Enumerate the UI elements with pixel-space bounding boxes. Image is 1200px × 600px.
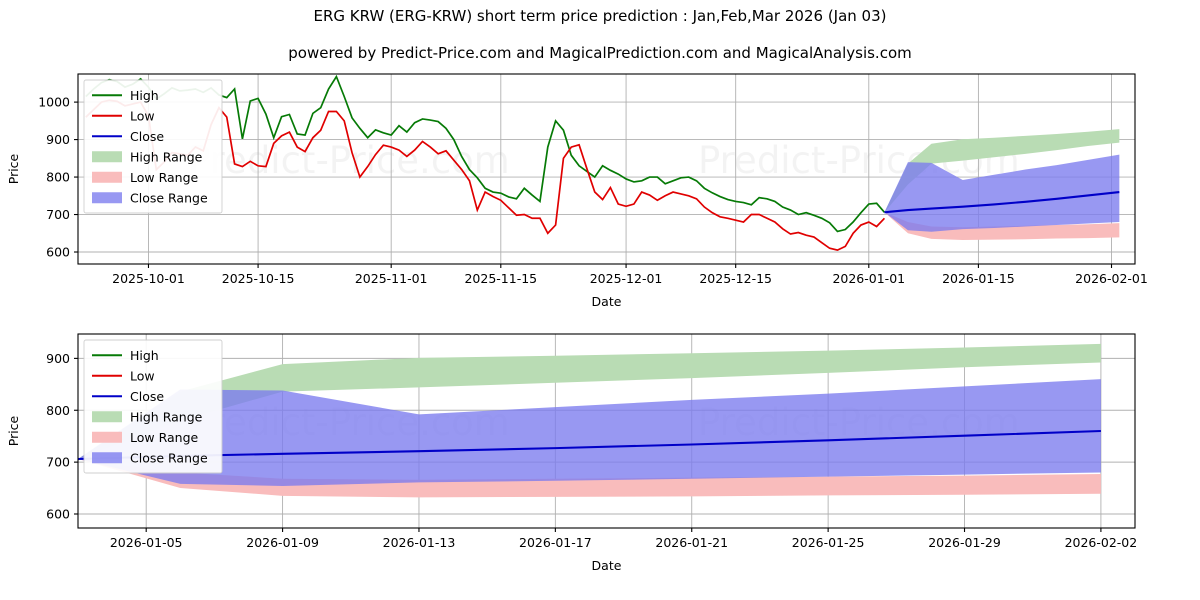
legend-label: High [130, 348, 159, 363]
close-range-band [884, 154, 1120, 232]
x-tick-label: 2026-01-21 [655, 535, 728, 550]
x-axis: 2026-01-05 2026-01-09 2026-01-13 2026-01-17… [110, 528, 1137, 573]
close-line [884, 191, 1120, 214]
x-tick-label: 2026-02-01 [1075, 271, 1148, 286]
chart-legend: High Low Close High Range Low Range Close Ran… [83, 79, 223, 214]
y-tick-label: 800 [46, 170, 70, 185]
legend-label: Low Range [130, 170, 199, 185]
plot-frame [77, 333, 1136, 529]
high-range-band [78, 343, 1101, 460]
x-axis-label: Date [592, 294, 622, 309]
x-axis: 2025-10-01 2025-10-15 2025-11-01 2025-11-15… [112, 264, 1148, 309]
x-tick-label: 2026-01-29 [928, 535, 1001, 550]
legend-label: Low Range [130, 430, 199, 445]
y-axis-label: Price [6, 153, 21, 184]
x-tick-label: 2026-01-09 [246, 535, 319, 550]
x-tick-label: 2025-10-01 [112, 271, 185, 286]
x-axis-label: Date [592, 558, 622, 573]
x-tick-label: 2025-10-15 [222, 271, 295, 286]
x-tick-label: 2025-11-15 [464, 271, 537, 286]
x-tick-label: 2025-11-01 [355, 271, 428, 286]
y-tick-label: 800 [46, 403, 70, 418]
x-tick-label: 2026-01-15 [942, 271, 1015, 286]
y-axis-label: Price [6, 415, 21, 446]
plot-frame [77, 73, 1136, 265]
legend-swatch-patch [92, 171, 122, 183]
page-title: ERG KRW (ERG-KRW) short term price predi… [313, 7, 887, 25]
x-tick-label: 2026-01-17 [519, 535, 592, 550]
svg-text:Predict-Price.com: Predict-Price.com [188, 139, 510, 182]
legend-label: High Range [130, 149, 203, 164]
x-tick-label: 2026-02-02 [1065, 535, 1138, 550]
low-range-band [884, 212, 1120, 241]
page-subtitle: powered by Predict-Price.com and Magical… [288, 44, 912, 62]
close-range-band [78, 379, 1101, 486]
legend-label: Close [130, 129, 164, 144]
legend-label: Close Range [130, 450, 208, 465]
legend-label: Low [130, 368, 155, 383]
legend-swatch-patch [92, 431, 122, 443]
y-axis: 600 700 800 900 Price [6, 351, 78, 521]
y-tick-label: 600 [46, 506, 70, 521]
x-tick-label: 2025-12-15 [699, 271, 772, 286]
x-tick-label: 2025-12-01 [590, 271, 663, 286]
x-tick-label: 2026-01-05 [110, 535, 183, 550]
legend-swatch-patch [92, 151, 122, 163]
low-range-band [78, 459, 1101, 498]
chart-legend: High Low Close High Range Low Range Close Ran… [83, 339, 223, 474]
legend-label: Low [130, 108, 155, 123]
bottom-forecast-chart: Predict-Price.comPredict-Price.com600700… [0, 326, 1200, 600]
y-tick-label: 900 [46, 132, 70, 147]
legend-label: High Range [130, 409, 203, 424]
legend-swatch-patch [92, 452, 122, 464]
legend-label: Close Range [130, 190, 208, 205]
x-tick-label: 2026-01-25 [792, 535, 865, 550]
x-tick-label: 2026-01-13 [383, 535, 456, 550]
y-axis: 600 700 800 900 1000 Price [6, 95, 78, 260]
legend-label: Close [130, 389, 164, 404]
legend-label: High [130, 88, 159, 103]
chart-top-svg: Predict-Price.comPredict-Price.com600700… [6, 73, 1148, 309]
legend-swatch-patch [92, 192, 122, 204]
y-tick-label: 900 [46, 351, 70, 366]
chart-bottom-svg: Predict-Price.comPredict-Price.com600700… [6, 333, 1137, 573]
x-tick-label: 2026-01-01 [832, 271, 905, 286]
y-tick-label: 600 [46, 245, 70, 260]
top-price-chart: Predict-Price.comPredict-Price.com600700… [0, 66, 1200, 326]
high-range-band [884, 129, 1120, 213]
y-tick-label: 1000 [38, 95, 70, 110]
y-tick-label: 700 [46, 207, 70, 222]
legend-swatch-patch [92, 411, 122, 423]
y-tick-label: 700 [46, 455, 70, 470]
